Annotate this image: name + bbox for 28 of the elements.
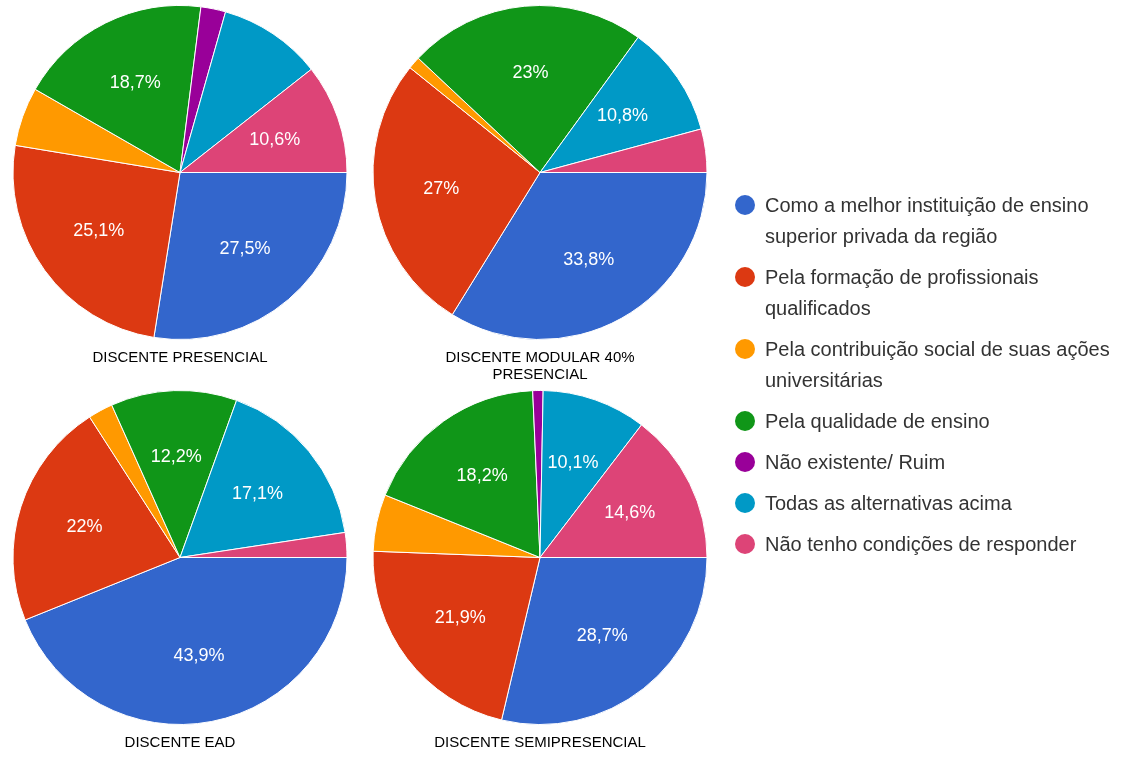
data-label: 33,8%: [563, 248, 615, 269]
text: DISCENTE MODULAR 40% PRESENCIAL: [444, 348, 636, 382]
legend-label: Não existente/ Ruim: [765, 450, 946, 475]
legend-label: Como a melhor instituição de ensino superior privada da região: [765, 193, 1090, 249]
text: DISCENTE SEMIPRESENCIAL: [433, 733, 647, 750]
data-label: 14,6%: [604, 502, 656, 523]
data-label: 18,7%: [109, 71, 161, 92]
legend-label: Pela qualidade de ensino: [765, 409, 990, 434]
data-label: 27%: [423, 178, 460, 199]
legend-label: Pela formação de profissionais qualificados: [765, 265, 1040, 321]
text: DISCENTE PRESENCIAL: [91, 348, 269, 365]
data-label: 22%: [66, 516, 103, 537]
data-label: 23%: [512, 61, 549, 82]
data-label: 18,2%: [456, 464, 508, 485]
data-label: 17,1%: [231, 482, 283, 503]
legend-label: Pela contribuição social de suas ações universitárias: [765, 337, 1111, 393]
data-label: 10,8%: [596, 104, 649, 125]
data-label: 28,7%: [576, 625, 628, 646]
data-label: 10,6%: [249, 128, 301, 149]
data-label: 10,1%: [547, 451, 599, 472]
data-label: 21,9%: [434, 607, 486, 628]
data-label: 27,5%: [219, 237, 271, 258]
legend-label: Todas as alternativas acima: [765, 491, 1012, 516]
legend-label: Não tenho condições de responder: [765, 532, 1077, 557]
text: DISCENTE EAD: [123, 733, 237, 750]
data-label: 43,9%: [173, 644, 225, 665]
data-label: 25,1%: [73, 220, 125, 241]
data-label: 12,2%: [150, 446, 202, 467]
